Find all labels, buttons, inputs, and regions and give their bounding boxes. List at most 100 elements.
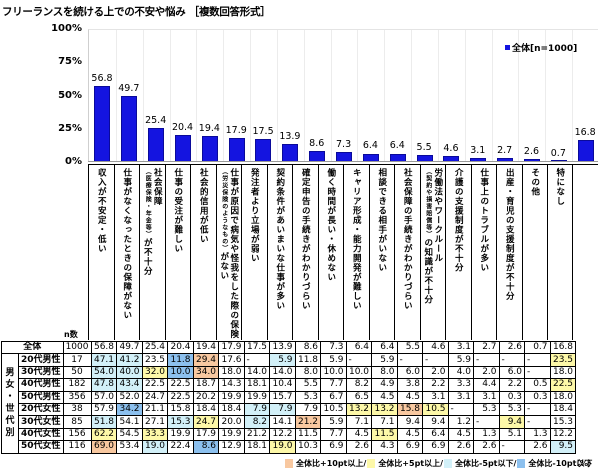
table-cell: 18.0	[549, 365, 577, 380]
table-cell: 5.3	[473, 402, 500, 417]
category-text: 社会保障の手続きがわかりづらい	[402, 168, 413, 311]
table-cell: 8.2	[345, 378, 373, 392]
category-text: 契約条件があいまいな仕事が多い	[274, 168, 285, 311]
table-cell: 4.5	[396, 390, 424, 404]
n-value: 38	[62, 402, 92, 417]
table-cell: 17.9	[218, 340, 245, 355]
table-cell: 17.5	[243, 340, 271, 355]
table-cell: 16.8	[549, 340, 577, 355]
gridline	[142, 30, 144, 162]
table-cell: 6.9	[422, 440, 449, 454]
bar	[148, 128, 165, 162]
category-label: 出産・育児の支援制度が不十分	[496, 165, 522, 340]
table-cell: 6.9	[320, 440, 347, 454]
table-cell: 33.3	[141, 427, 169, 442]
table-cell: 15.3	[549, 415, 577, 429]
table-cell: 23.5	[549, 353, 577, 367]
category-text: 仕事がなくなったときの保障がない	[121, 168, 132, 320]
table-cell: -	[473, 415, 500, 429]
table-cell: 24.7	[141, 390, 169, 404]
category-text: 仕事上のトラブルが多い	[478, 168, 489, 273]
table-cell: 11.8	[167, 353, 194, 367]
table-cell: 2.6	[498, 340, 526, 355]
table-cell: 2.0	[422, 365, 449, 380]
category-label: その他	[521, 165, 548, 340]
category-label: キャリア形成・能力開発が難しい	[343, 165, 369, 340]
category-text: キャリア形成・能力開発が難しい	[351, 168, 362, 311]
table-cell: 21.1	[141, 402, 169, 417]
category-text: その他	[529, 168, 540, 197]
table-cell: 1.2	[447, 415, 475, 429]
table-cell: 11.8	[294, 353, 322, 367]
bar	[174, 134, 191, 162]
table-cell: 22.5	[549, 378, 577, 392]
bar-value-label: 16.8	[574, 126, 596, 138]
category-text: 相談できる相手がいない	[376, 168, 387, 273]
gridline	[169, 30, 171, 162]
table-cell: 8.6	[294, 340, 322, 355]
table-cell: 4.3	[371, 440, 398, 454]
table-cell: 6.4	[371, 340, 398, 355]
table-cell: 19.0	[269, 440, 296, 454]
table-cell: 7.1	[371, 415, 398, 429]
table-cell: 5.9	[269, 353, 296, 367]
table-cell: 7.7	[320, 378, 347, 392]
legend-label: 全体[n=1000]	[512, 44, 578, 54]
legend-swatch-icon	[444, 459, 453, 468]
table-cell: 9.4	[396, 415, 424, 429]
table-cell: 5.1	[498, 427, 526, 442]
category-text: （労災保険のようなもの）がない	[218, 168, 229, 281]
table-cell: 11.5	[294, 427, 322, 442]
legend-swatch-icon	[517, 459, 526, 468]
table-cell: 7.9	[243, 402, 271, 417]
table-cell: 0.7	[524, 340, 551, 355]
table-cell: 18.1	[243, 378, 271, 392]
table-cell: 0.5	[524, 378, 551, 392]
legend-swatch-icon	[285, 459, 293, 468]
footnote-label: 全体比-10pt以下	[528, 459, 593, 468]
row-label: 20代女性	[18, 402, 64, 417]
table-cell: 6.9	[396, 440, 424, 454]
table-cell: -	[524, 415, 551, 429]
bar-value-label: 19.4	[198, 123, 220, 135]
table-cell: 62.2	[90, 427, 118, 442]
table-cell: 9.5	[549, 440, 577, 454]
table-cell: 54.1	[116, 415, 143, 429]
category-text: 特になし	[554, 168, 565, 206]
chart-title: フリーランスを続ける上での不安や悩み ［複数回答形式］	[2, 6, 271, 18]
category-text: 出産・育児の支援制度が不十分	[504, 168, 515, 301]
table-cell: -	[498, 440, 526, 454]
n-header: n数	[64, 330, 78, 339]
bar	[577, 139, 594, 162]
table-cell: 3.1	[473, 390, 500, 404]
category-label: 収入が不安定・低い	[88, 165, 114, 340]
bar-value-label: 49.7	[118, 82, 140, 94]
table-row: 40代男性 182 47.8 43.4 22.5 22.5 18.7 14.3 18.1 10.4…	[2, 378, 577, 392]
table-cell: 5.9	[371, 353, 398, 367]
table-cell: 52.0	[116, 390, 143, 404]
table-cell: -	[498, 353, 526, 367]
table-cell: 23.5	[141, 353, 169, 367]
table-cell: 10.0	[320, 365, 347, 380]
table-cell: 2.6	[345, 440, 373, 454]
category-text: 働く時間が長い・休めない	[325, 168, 336, 282]
table-cell: 4.6	[422, 340, 449, 355]
category-label: 介護の支援制度が不十分	[445, 165, 471, 340]
table-cell: 10.4	[269, 378, 296, 392]
bar-value-label: 56.8	[91, 73, 113, 85]
table-cell: 13.2	[371, 402, 398, 417]
table-cell: 15.3	[167, 415, 194, 429]
bar-value-label: 2.6	[523, 145, 540, 157]
n-value: 1000	[62, 340, 92, 355]
y-tick-label: 0%	[65, 156, 82, 167]
n-value: 156	[62, 427, 92, 442]
category-label: 社会保障 （医療保険・年金等）が不十分	[139, 165, 165, 340]
category-label: 仕事の受注が難しい	[164, 165, 191, 340]
table-cell: 18.4	[549, 402, 577, 417]
n-value: 50	[62, 365, 92, 380]
table-cell: 13.2	[345, 402, 373, 417]
y-tick-label: 100%	[51, 23, 82, 34]
bar	[121, 95, 138, 162]
table-cell: -	[524, 353, 551, 367]
table-cell: 12.2	[549, 427, 577, 442]
